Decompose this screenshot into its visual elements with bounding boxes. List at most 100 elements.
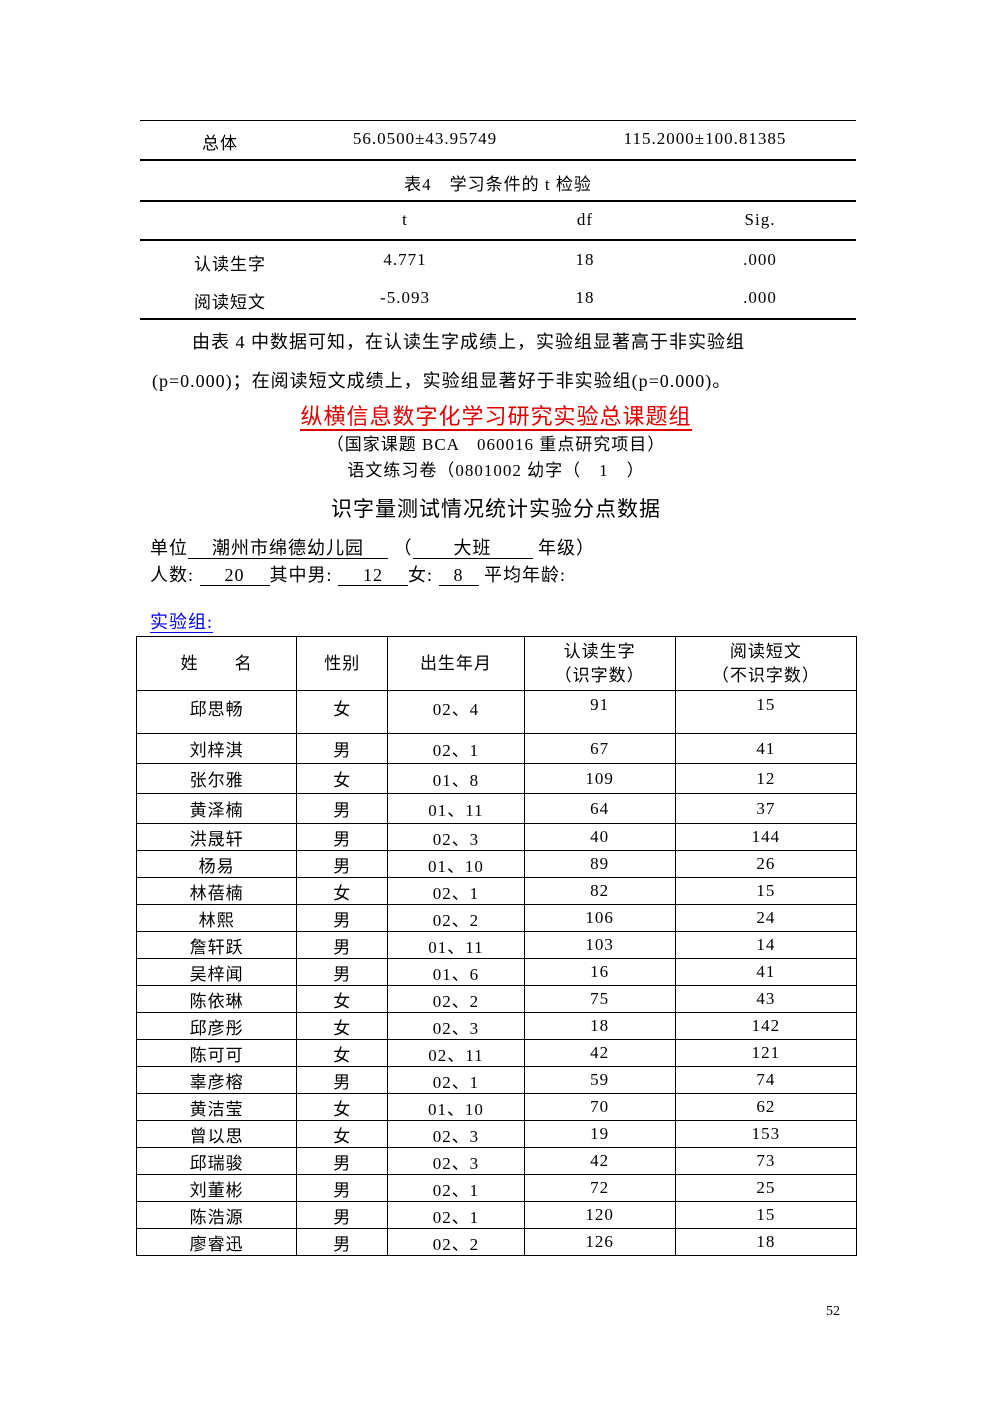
student-name: 陈依琳 — [135, 985, 298, 1013]
student-gender: 男 — [296, 793, 389, 824]
student-unknown-count: 25 — [674, 1174, 858, 1202]
student-birth: 02、2 — [387, 904, 525, 932]
student-gender: 女 — [296, 1012, 389, 1040]
student-name: 吴梓闻 — [135, 958, 298, 986]
student-birth: 02、3 — [387, 1147, 525, 1175]
student-unknown-count: 15 — [674, 1201, 858, 1229]
student-name: 杨易 — [135, 850, 298, 878]
student-name: 张尔雅 — [135, 763, 298, 794]
table4-row-label: 阅读短文 — [194, 293, 266, 312]
page-title: 识字量测试情况统计实验分点数据 — [331, 497, 661, 521]
student-recognize-count: 64 — [523, 793, 676, 824]
avg-age-label: 平均年龄: — [484, 565, 567, 585]
student-gender: 男 — [296, 733, 389, 764]
table4-row-sig: .000 — [743, 288, 777, 307]
student-birth: 02、2 — [387, 985, 525, 1013]
table-row: 吴梓闻男 01、6 16 41 — [135, 958, 858, 986]
student-unknown-count: 15 — [674, 690, 858, 734]
student-recognize-count: 42 — [523, 1147, 676, 1175]
student-recognize-count: 40 — [523, 823, 676, 851]
student-gender: 男 — [296, 958, 389, 986]
table-row: 陈依琳女 02、2 75 43 — [135, 985, 858, 1013]
female-label: 女: — [408, 565, 434, 585]
table-bottom-rule — [140, 159, 856, 161]
table-row: 陈浩源男 02、1 120 15 — [135, 1201, 858, 1229]
student-recognize-count: 72 — [523, 1174, 676, 1202]
student-gender: 男 — [296, 1066, 389, 1094]
page-number: 52 — [826, 1304, 840, 1319]
student-name: 林蓓楠 — [135, 877, 298, 905]
project-line: （国家课题 BCA 060016 重点研究项目） — [326, 435, 666, 454]
conclusion-line-1: 由表 4 中数据可知，在认读生字成绩上，实验组显著高于非实验组 — [192, 332, 745, 352]
student-unknown-count: 15 — [674, 877, 858, 905]
student-birth: 02、4 — [387, 690, 525, 734]
table-row: 张尔雅女 01、8 109 12 — [135, 763, 858, 794]
student-gender: 男 — [296, 904, 389, 932]
header-gender: 性别 — [296, 636, 389, 691]
table4-bottom-rule — [140, 318, 856, 320]
student-unknown-count: 14 — [674, 931, 858, 959]
student-name: 陈可可 — [135, 1039, 298, 1067]
total-col2: 115.2000±100.81385 — [623, 129, 787, 148]
student-name: 洪晟轩 — [135, 823, 298, 851]
student-unknown-count: 74 — [674, 1066, 858, 1094]
student-unknown-count: 62 — [674, 1093, 858, 1121]
student-recognize-count: 106 — [523, 904, 676, 932]
count-line: 人数: 20 其中男: 12 女: 8 平均年龄: — [150, 561, 566, 587]
count-label: 人数: — [150, 565, 195, 585]
header-recognize-line1: 认读生字 — [563, 641, 636, 661]
table4-top-rule — [140, 200, 856, 202]
experiment-group-link[interactable]: 实验组: — [150, 612, 214, 633]
table-row: 黄洁莹女 01、10 70 62 — [135, 1093, 858, 1121]
student-birth: 01、11 — [387, 793, 525, 824]
table4-row-df: 18 — [575, 250, 595, 269]
student-name: 陈浩源 — [135, 1201, 298, 1229]
student-birth: 02、1 — [387, 877, 525, 905]
student-gender: 男 — [296, 1147, 389, 1175]
header-name: 姓 名 — [135, 636, 298, 691]
org-title-wrap: 纵横信息数字化学习研究实验总课题组 — [0, 399, 992, 431]
student-name: 刘梓淇 — [135, 733, 298, 764]
table4-row-t: -5.093 — [380, 288, 430, 307]
student-gender: 男 — [296, 823, 389, 851]
paren-open: （ — [393, 538, 413, 558]
student-name: 詹轩跃 — [135, 931, 298, 959]
student-unknown-count: 41 — [674, 733, 858, 764]
table-row: 陈可可女 02、11 42 121 — [135, 1039, 858, 1067]
table4-header-rule — [140, 239, 856, 241]
student-gender: 男 — [296, 850, 389, 878]
student-unknown-count: 24 — [674, 904, 858, 932]
header-birth: 出生年月 — [387, 636, 525, 691]
student-recognize-count: 59 — [523, 1066, 676, 1094]
student-unknown-count: 121 — [674, 1039, 858, 1067]
student-unknown-count: 144 — [674, 823, 858, 851]
student-birth: 02、3 — [387, 1120, 525, 1148]
student-recognize-count: 109 — [523, 763, 676, 794]
student-recognize-count: 42 — [523, 1039, 676, 1067]
male-label: 其中男: — [269, 565, 333, 585]
student-recognize-count: 75 — [523, 985, 676, 1013]
table-row: 林蓓楠女 02、1 82 15 — [135, 877, 858, 905]
conclusion-line-2: (p=0.000)；在阅读短文成绩上，实验组显著好于非实验组(p=0.000)。 — [152, 371, 732, 391]
student-gender: 女 — [296, 1093, 389, 1121]
header-reading-line1: 阅读短文 — [729, 641, 802, 661]
header-recognize: 认读生字 （识字数） — [523, 636, 676, 691]
student-name: 曾以思 — [135, 1120, 298, 1148]
student-recognize-count: 89 — [523, 850, 676, 878]
student-birth: 02、1 — [387, 733, 525, 764]
header-recognize-line2: （识字数） — [554, 665, 645, 685]
student-gender: 女 — [296, 1039, 389, 1067]
exam-line: 语文练习卷（0801002 幼字（ 1 ） — [347, 461, 645, 480]
table4-row-sig: .000 — [743, 250, 777, 269]
unit-value: 潮州市绵德幼儿园 — [188, 538, 388, 559]
student-birth: 02、11 — [387, 1039, 525, 1067]
header-reading-line2: （不识字数） — [711, 665, 820, 685]
unit-label: 单位 — [150, 538, 188, 558]
table4-row-t: 4.771 — [383, 250, 427, 269]
student-recognize-count: 16 — [523, 958, 676, 986]
count-value: 20 — [199, 565, 270, 586]
table-row: 刘梓淇男 02、1 67 41 — [135, 733, 858, 764]
student-recognize-count: 91 — [523, 690, 676, 734]
student-name: 林熙 — [135, 904, 298, 932]
student-recognize-count: 70 — [523, 1093, 676, 1121]
